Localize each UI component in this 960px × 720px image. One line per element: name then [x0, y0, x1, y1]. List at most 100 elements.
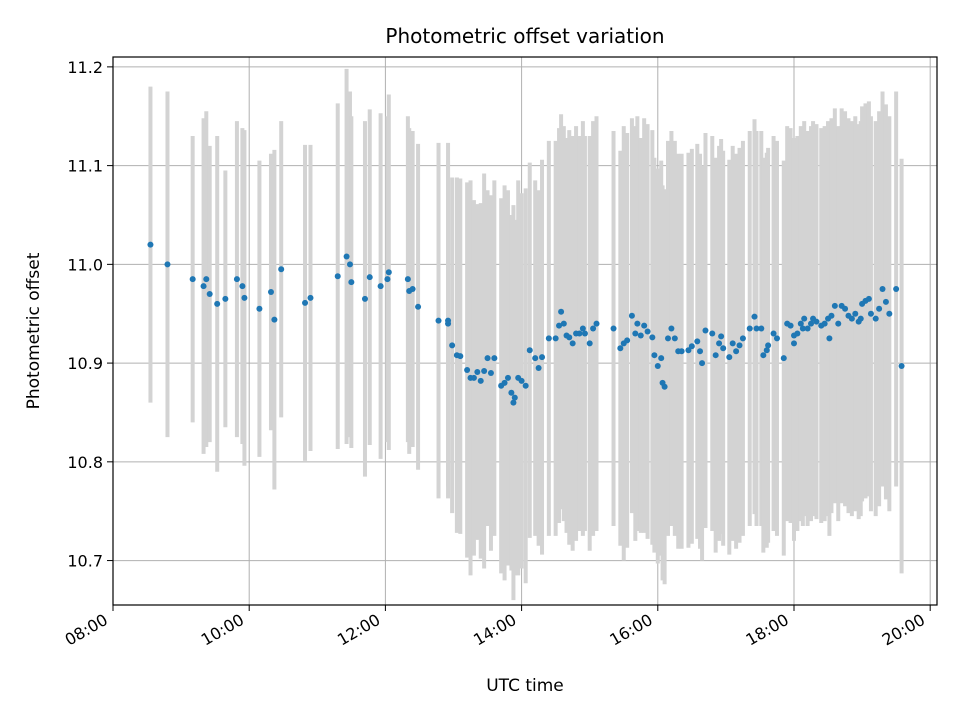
data-point	[445, 317, 452, 324]
data-point	[678, 348, 685, 355]
data-point	[632, 330, 639, 337]
data-point	[726, 354, 733, 361]
data-point	[491, 355, 498, 362]
y-tick-label: 10.9	[67, 354, 103, 373]
data-point	[586, 340, 593, 347]
data-point	[882, 298, 889, 305]
data-point	[739, 335, 746, 342]
y-axis: 10.7 10.8 10.9 11.0 11.1 11.2	[67, 58, 113, 571]
data-point	[699, 360, 706, 367]
data-point	[481, 367, 488, 374]
data-point	[879, 286, 886, 293]
data-point	[797, 320, 804, 327]
data-point	[590, 325, 597, 332]
data-point	[267, 288, 274, 295]
data-point	[758, 325, 765, 332]
data-point	[852, 310, 859, 317]
data-point	[831, 302, 838, 309]
data-point	[222, 295, 229, 302]
chart-title: Photometric offset variation	[385, 24, 664, 48]
data-point	[435, 317, 442, 324]
data-point	[346, 261, 353, 268]
data-point	[203, 276, 210, 283]
data-point	[665, 335, 672, 342]
data-point	[241, 294, 248, 301]
data-point	[668, 325, 675, 332]
data-point	[857, 315, 864, 322]
data-point	[508, 389, 515, 396]
data-point	[593, 320, 600, 327]
data-point	[835, 320, 842, 327]
data-point	[147, 241, 154, 248]
data-point	[477, 377, 484, 384]
data-points	[147, 241, 905, 406]
data-point	[872, 315, 879, 322]
data-point	[628, 312, 635, 319]
data-point	[617, 345, 624, 352]
data-point	[610, 325, 617, 332]
data-point	[720, 345, 727, 352]
data-point	[510, 399, 517, 406]
data-point	[522, 382, 529, 389]
data-point	[526, 347, 533, 354]
data-point	[348, 279, 355, 286]
data-point	[256, 305, 263, 312]
data-point	[532, 355, 539, 362]
data-point	[569, 340, 576, 347]
data-point	[753, 325, 760, 332]
data-point	[697, 348, 704, 355]
data-point	[164, 261, 171, 268]
data-point	[576, 330, 583, 337]
data-point	[671, 335, 678, 342]
data-point	[898, 363, 905, 370]
data-point	[826, 335, 833, 342]
data-point	[624, 337, 631, 344]
data-point	[560, 320, 567, 327]
data-point	[649, 334, 656, 341]
data-point	[685, 347, 692, 354]
data-point	[658, 355, 665, 362]
data-point	[842, 305, 849, 312]
data-point	[718, 333, 725, 340]
data-point	[404, 276, 411, 283]
data-point	[484, 355, 491, 362]
data-point	[343, 253, 350, 260]
data-point	[487, 369, 494, 376]
data-point	[804, 325, 811, 332]
data-point	[808, 320, 815, 327]
data-point	[876, 305, 883, 312]
data-point	[644, 328, 651, 335]
data-point	[794, 330, 801, 337]
data-point	[661, 383, 668, 390]
data-point	[760, 352, 767, 359]
data-point	[464, 367, 471, 374]
data-point	[651, 352, 658, 359]
data-point	[457, 353, 464, 360]
data-point	[566, 334, 573, 341]
data-point	[385, 269, 392, 276]
data-point	[821, 320, 828, 327]
data-point	[799, 325, 806, 332]
data-point	[712, 352, 719, 359]
data-point	[581, 330, 588, 337]
data-point	[765, 342, 772, 349]
data-point	[409, 286, 416, 293]
data-point	[366, 274, 373, 281]
y-tick-label: 11.2	[67, 58, 103, 77]
data-point	[763, 347, 770, 354]
data-point	[702, 327, 709, 334]
data-point	[790, 340, 797, 347]
data-point	[558, 308, 565, 315]
y-axis-label: Photometric offset	[24, 252, 44, 409]
data-point	[579, 325, 586, 332]
data-point	[518, 377, 525, 384]
data-point	[634, 320, 641, 327]
data-point	[511, 394, 518, 401]
data-point	[307, 294, 314, 301]
data-point	[504, 374, 511, 381]
data-point	[233, 276, 240, 283]
data-point	[206, 290, 213, 297]
data-point	[865, 295, 872, 302]
data-point	[415, 303, 422, 310]
data-point	[302, 299, 309, 306]
